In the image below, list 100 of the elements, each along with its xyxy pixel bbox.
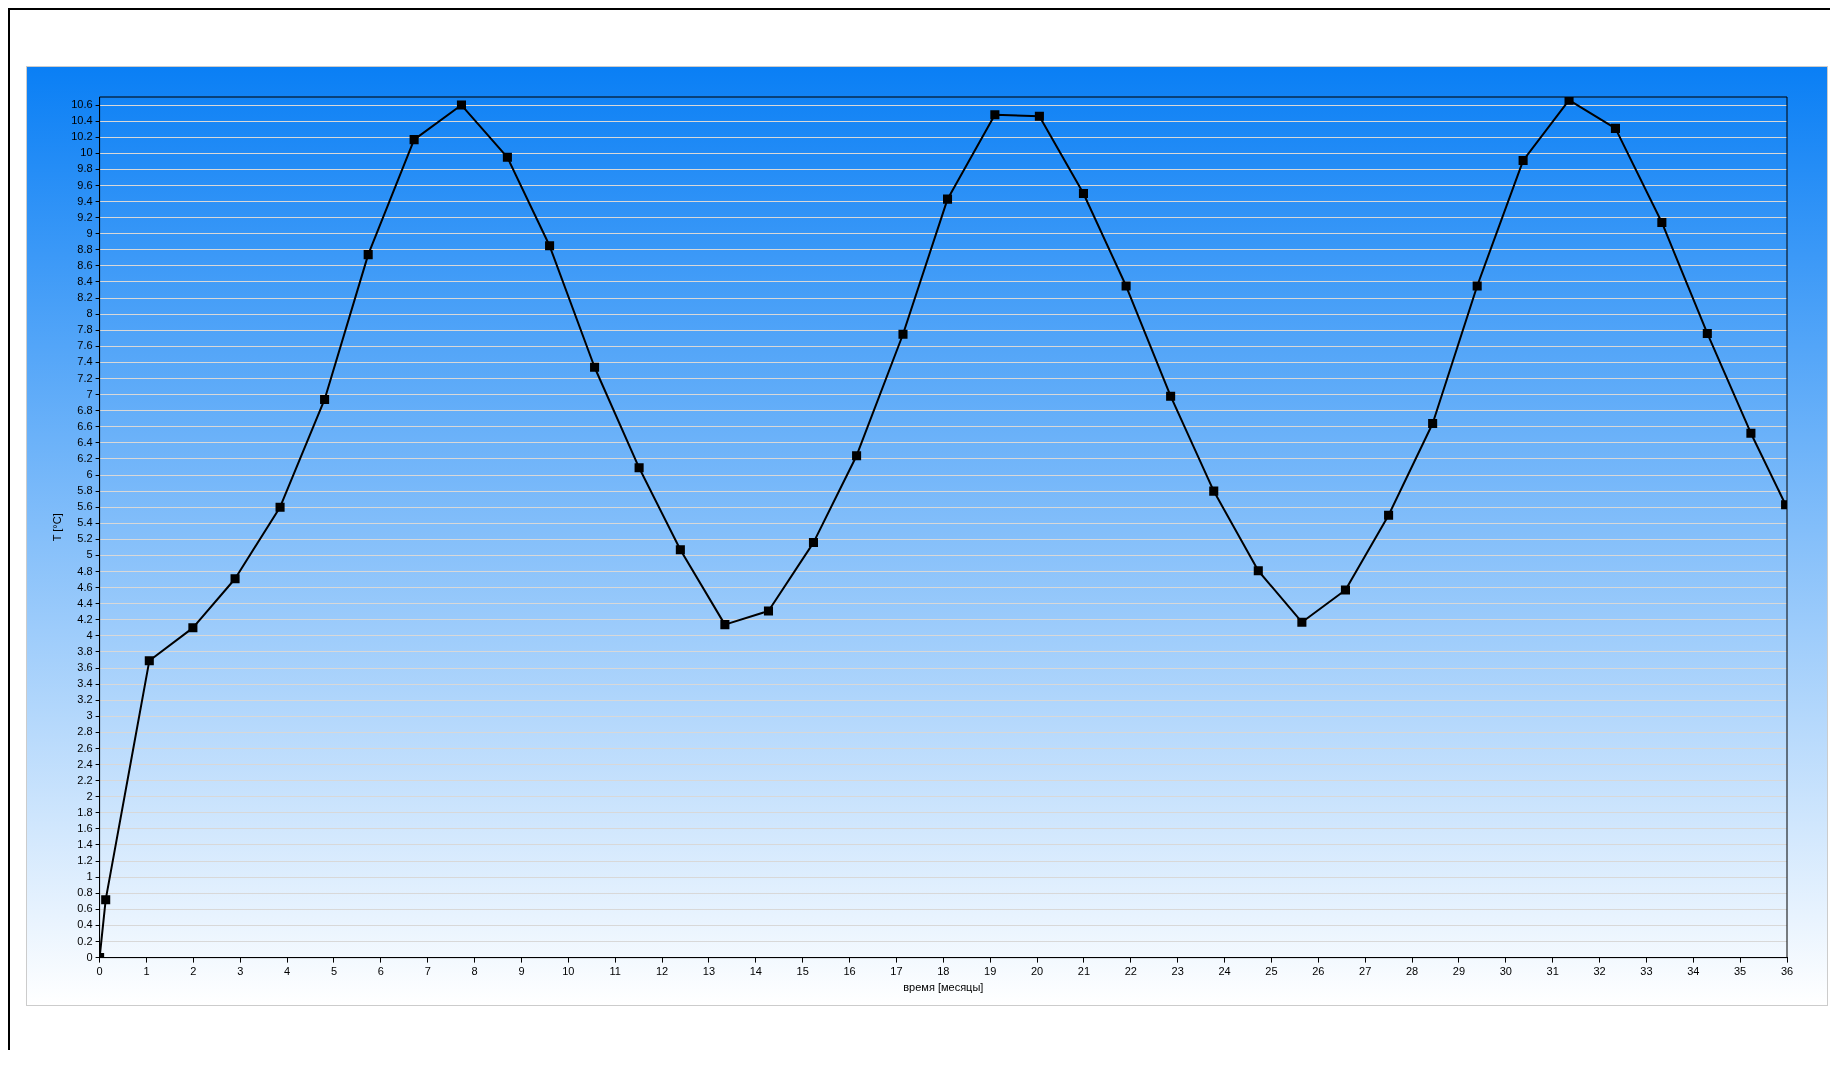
y-tick-label: 8.6 — [77, 258, 93, 271]
x-tick-label: 34 — [1687, 965, 1700, 978]
y-tick-label: 2 — [86, 789, 93, 802]
y-tick-label: 7.8 — [77, 323, 93, 336]
y-tick-label: 9.4 — [77, 194, 93, 207]
y-tick-label: 2.8 — [77, 725, 93, 738]
point — [1034, 111, 1044, 121]
point — [1166, 391, 1176, 401]
y-tick-label: 0.2 — [77, 934, 93, 947]
point — [1518, 156, 1528, 166]
y-tick-label: 3.4 — [77, 677, 93, 690]
y-tick-label: 4 — [86, 628, 93, 641]
y-tick-label: 3.8 — [77, 645, 93, 657]
point — [1746, 428, 1756, 438]
point — [852, 451, 862, 461]
x-tick-label: 18 — [937, 965, 950, 978]
point — [1209, 486, 1219, 496]
x-tick-label: 7 — [424, 965, 431, 978]
y-tick-label: 8.2 — [77, 291, 93, 304]
point — [590, 362, 600, 372]
x-tick-label: 32 — [1593, 965, 1606, 978]
y-tick-label: 10.2 — [71, 130, 93, 143]
y-tick-label: 4.8 — [77, 564, 93, 577]
y-tick-label: 9.8 — [77, 162, 93, 175]
y-tick-label: 10.6 — [71, 98, 93, 111]
y-tick-label: 6.4 — [77, 435, 93, 448]
y-tick-label: 9.2 — [77, 210, 93, 223]
y-tick-label: 6.6 — [77, 419, 93, 432]
x-tick-label: 15 — [796, 965, 809, 978]
y-tick-label: 9.6 — [77, 178, 93, 191]
x-tick-label: 20 — [1030, 965, 1044, 978]
point — [1297, 617, 1307, 627]
x-tick-label: 12 — [655, 965, 669, 978]
point — [1472, 281, 1482, 291]
x-tick-label: 13 — [702, 965, 716, 978]
x-tick-label: 27 — [1359, 965, 1372, 978]
point — [502, 152, 512, 162]
x-tick-label: 5 — [330, 965, 338, 978]
point — [1340, 585, 1350, 595]
y-tick-label: 4.6 — [77, 580, 93, 593]
point — [1078, 188, 1088, 199]
y-tick-label: 7 — [86, 387, 93, 400]
y-tick-label: 6.2 — [77, 451, 93, 464]
y-tick-label: 9 — [86, 226, 93, 239]
y-tick-label: 2.6 — [77, 741, 93, 754]
x-tick-label: 22 — [1124, 965, 1137, 978]
x-tick-label: 24 — [1218, 965, 1231, 978]
point — [409, 135, 419, 145]
point — [1384, 510, 1394, 520]
y-tick-label: 3.6 — [77, 661, 93, 674]
x-tick-label: 16 — [843, 965, 856, 978]
y-tick-label: 8 — [86, 307, 93, 320]
point — [763, 606, 774, 616]
x-tick-label: 10 — [562, 965, 575, 978]
y-tick-label: 1.2 — [77, 854, 93, 867]
x-tick-label: 9 — [518, 965, 525, 978]
x-tick-label: 33 — [1640, 965, 1653, 978]
point — [275, 502, 285, 512]
y-tick-label: 5.8 — [77, 484, 93, 497]
x-tick-label: 30 — [1499, 965, 1512, 978]
x-tick-label: 17 — [890, 965, 903, 978]
point — [990, 110, 1000, 120]
x-tick-label: 1 — [143, 965, 150, 978]
x-tick-label: 29 — [1452, 965, 1466, 978]
y-tick-label: 5.2 — [77, 532, 93, 545]
point — [230, 574, 240, 584]
y-tick-label: 2.4 — [77, 757, 93, 770]
point — [1564, 97, 1574, 105]
y-tick-label: 1.8 — [77, 805, 93, 818]
point — [808, 538, 819, 548]
point — [720, 620, 730, 630]
point — [675, 545, 685, 555]
y-tick-label: 0.6 — [77, 902, 93, 915]
x-tick-label: 21 — [1077, 965, 1091, 978]
y-tick-label: 4.4 — [77, 596, 93, 609]
x-tick-label: 11 — [609, 965, 621, 978]
x-tick-label: 23 — [1171, 965, 1184, 978]
y-tick-label: 3 — [86, 709, 93, 722]
y-tick-label: 1.6 — [77, 821, 93, 834]
y-tick-label: 1.4 — [77, 838, 93, 851]
y-tick-label: 6 — [86, 468, 93, 481]
y-tick-label: 3.2 — [77, 693, 93, 706]
y-tick-label: 4.2 — [77, 612, 93, 625]
x-tick-label: 3 — [237, 965, 244, 978]
x-tick-label: 35 — [1734, 965, 1747, 978]
y-tick-label: 0 — [86, 950, 93, 963]
y-tick-label: 10 — [80, 146, 93, 159]
y-tick-label: 6.8 — [77, 403, 93, 416]
point — [942, 194, 953, 204]
x-tick-label: 36 — [1780, 965, 1794, 978]
point — [363, 250, 373, 260]
x-tick-label: 14 — [749, 965, 762, 978]
point — [1253, 566, 1263, 576]
y-tick-label: 8.8 — [77, 242, 93, 255]
x-tick-label: 25 — [1265, 965, 1278, 978]
y-axis-title: T [°C] — [50, 513, 63, 542]
point — [101, 895, 111, 905]
point — [1428, 419, 1438, 429]
y-tick-label: 1 — [86, 870, 93, 883]
x-tick-label: 2 — [190, 965, 197, 978]
